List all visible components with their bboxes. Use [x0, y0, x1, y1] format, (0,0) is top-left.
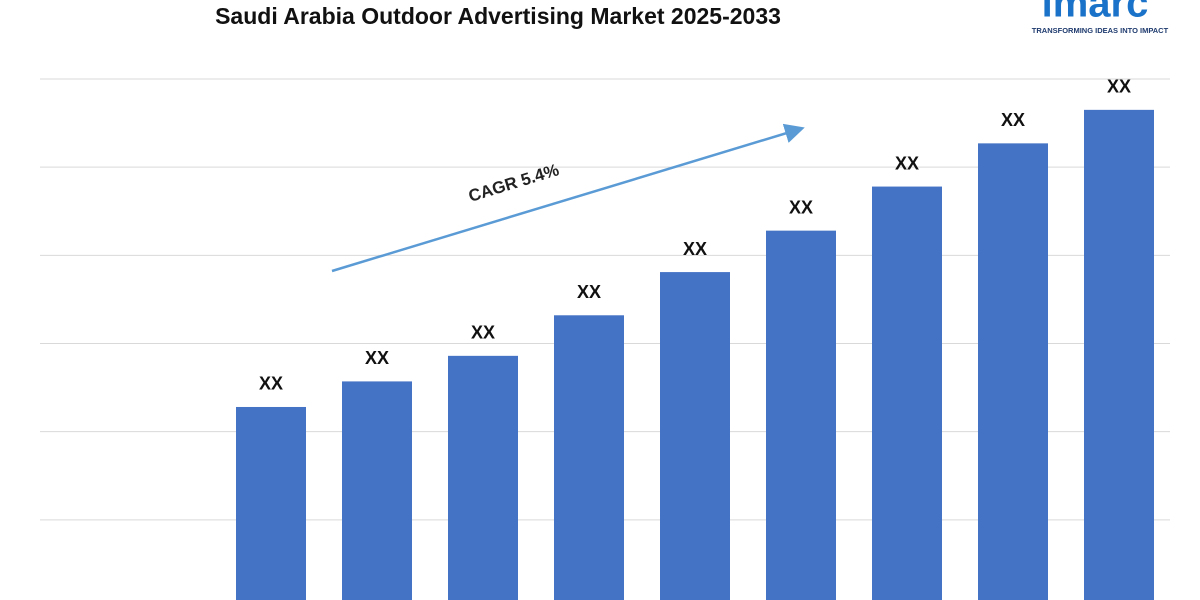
value-label: XX: [789, 197, 813, 217]
bar: [978, 143, 1048, 600]
value-label: XX: [471, 323, 495, 343]
trend-arrow: [331, 123, 805, 273]
bar: [1084, 109, 1154, 600]
bar: [554, 315, 624, 600]
bar: [342, 381, 412, 600]
bar: [660, 272, 730, 600]
value-label: XX: [1001, 110, 1025, 130]
bar: [766, 230, 836, 600]
value-label: XX: [259, 374, 283, 394]
value-label: XX: [895, 153, 919, 173]
bar: [872, 186, 942, 600]
bar: [236, 406, 306, 600]
bar: [448, 355, 518, 600]
logo-tagline: TRANSFORMING IDEAS INTO IMPACT: [1032, 26, 1169, 35]
value-label: XX: [683, 239, 707, 259]
chart-title: Saudi Arabia Outdoor Advertising Market …: [215, 3, 781, 29]
value-label: XX: [365, 348, 389, 368]
value-label: XX: [1107, 77, 1131, 97]
value-label: XX: [577, 282, 601, 302]
logo: imarc: [1042, 0, 1149, 26]
